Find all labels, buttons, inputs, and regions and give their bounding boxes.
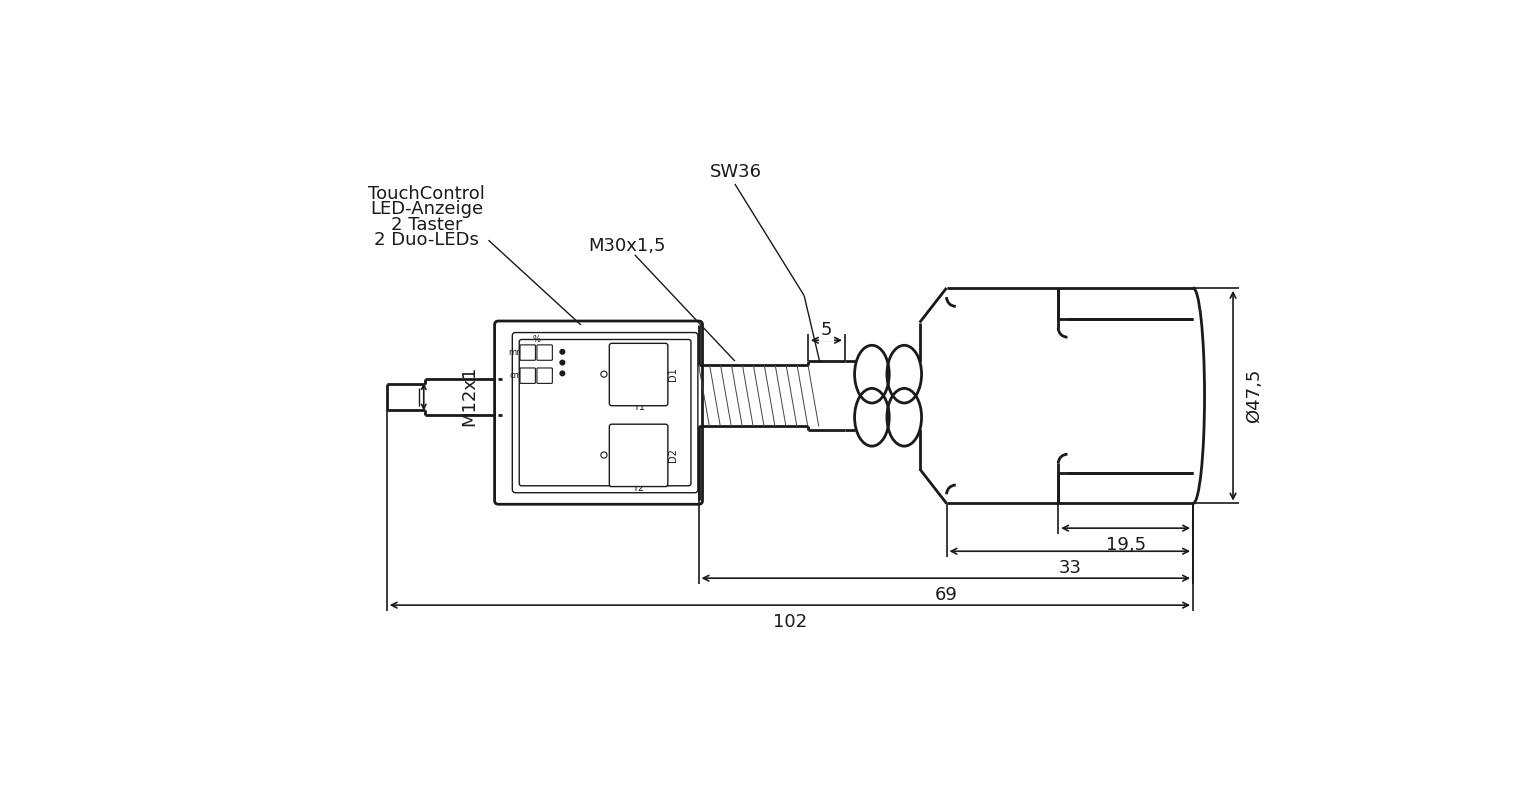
Text: cm: cm (510, 371, 522, 380)
Text: 2 Duo-LEDs: 2 Duo-LEDs (375, 231, 479, 249)
Text: mm: mm (508, 348, 524, 357)
Circle shape (561, 371, 565, 376)
FancyBboxPatch shape (521, 345, 536, 360)
Text: 19,5: 19,5 (1106, 536, 1146, 554)
Text: 33: 33 (1058, 559, 1081, 577)
Text: M12x1: M12x1 (461, 366, 478, 426)
FancyBboxPatch shape (513, 332, 697, 493)
Text: M30x1,5: M30x1,5 (588, 237, 667, 254)
FancyBboxPatch shape (495, 321, 702, 504)
Circle shape (561, 350, 565, 354)
Text: Ø47,5: Ø47,5 (1246, 369, 1264, 423)
Text: %: % (531, 335, 541, 344)
Text: 2 Taster: 2 Taster (392, 215, 462, 234)
FancyBboxPatch shape (538, 345, 553, 360)
FancyBboxPatch shape (610, 343, 668, 405)
Text: 102: 102 (773, 613, 806, 631)
Text: D1: D1 (668, 367, 679, 381)
Text: T2: T2 (633, 483, 645, 493)
FancyBboxPatch shape (610, 425, 668, 487)
Text: SW36: SW36 (710, 164, 762, 181)
FancyBboxPatch shape (521, 368, 536, 383)
Text: TouchControl: TouchControl (369, 185, 485, 203)
Text: LED-Anzeige: LED-Anzeige (370, 200, 484, 219)
Text: 69: 69 (934, 586, 957, 604)
FancyBboxPatch shape (538, 368, 553, 383)
Circle shape (561, 360, 565, 365)
Text: 5: 5 (820, 321, 833, 339)
Text: D2: D2 (668, 448, 679, 462)
Text: T1: T1 (633, 402, 645, 413)
